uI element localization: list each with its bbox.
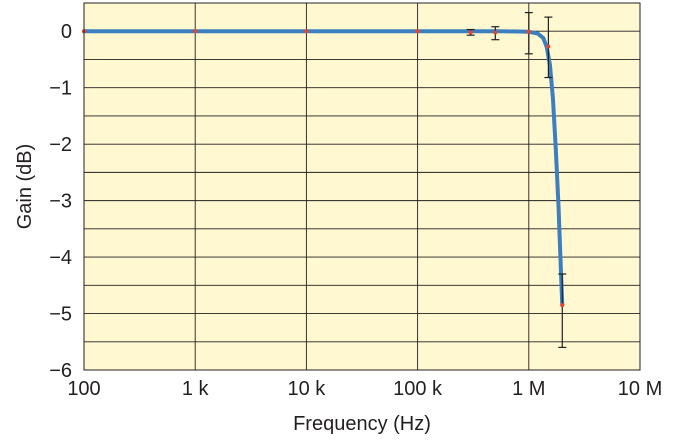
data-point	[304, 29, 309, 34]
y-tick-label: −3	[49, 191, 72, 213]
x-tick-label: 1 k	[182, 378, 210, 400]
x-tick-label: 100 k	[393, 378, 443, 400]
y-tick-label: −6	[49, 360, 72, 382]
data-point	[415, 29, 420, 34]
plot-frame	[83, 2, 641, 371]
data-point	[526, 29, 531, 34]
x-tick-labels: 100 1 k 10 k 100 k 1 M 10 M	[67, 378, 662, 400]
x-axis-title: Frequency (Hz)	[293, 413, 431, 435]
data-point	[560, 303, 565, 308]
x-tick-label: 10 M	[618, 378, 662, 400]
error-bar	[558, 273, 567, 349]
data-point	[546, 44, 551, 49]
series-line	[82, 29, 565, 308]
y-tick-label: −1	[49, 78, 72, 100]
x-tick-label: 100	[67, 378, 100, 400]
data-point	[193, 29, 198, 34]
plot-background	[84, 3, 640, 370]
y-tick-label: −4	[49, 247, 72, 269]
y-axis-title: Gain (dB)	[14, 144, 36, 230]
y-tick-label: −5	[49, 304, 72, 326]
x-tick-label: 10 k	[287, 378, 326, 400]
data-point	[493, 30, 498, 35]
data-points	[82, 29, 565, 308]
series-lines	[82, 29, 565, 308]
y-tick-label: 0	[61, 21, 72, 43]
y-tick-labels: 0 −1 −2 −3 −4 −5 −6	[49, 21, 72, 382]
x-tick-label: 1 M	[512, 378, 545, 400]
data-point	[468, 30, 473, 35]
y-tick-label: −2	[49, 134, 72, 156]
